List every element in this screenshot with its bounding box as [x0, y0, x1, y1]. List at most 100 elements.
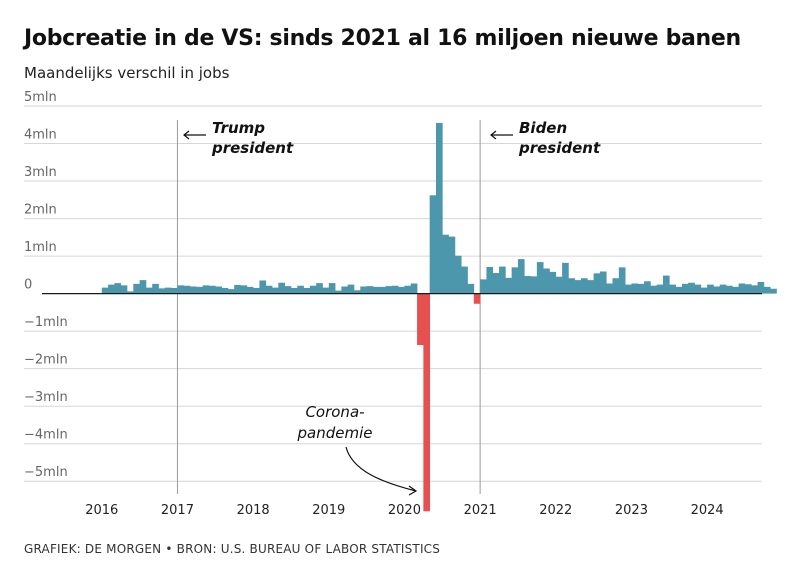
bar — [284, 286, 292, 294]
annotation-biden-line2: president — [518, 139, 601, 157]
bar — [448, 236, 456, 294]
bar — [429, 195, 437, 294]
bars — [101, 122, 777, 512]
y-tick-label: 1mln — [24, 240, 57, 255]
bar — [259, 280, 267, 294]
curved-arrow-icon — [345, 446, 418, 496]
annotation-corona: Corona- pandemie — [297, 403, 418, 496]
bar — [360, 286, 367, 294]
bar — [183, 285, 191, 294]
bar — [499, 266, 506, 294]
bar — [246, 286, 254, 294]
x-tick-label: 2022 — [539, 503, 572, 518]
x-tick-label: 2023 — [615, 503, 648, 518]
bar — [454, 255, 462, 294]
bar — [177, 285, 185, 294]
bar — [713, 286, 721, 294]
x-tick-label: 2020 — [388, 503, 421, 518]
bar — [511, 267, 519, 294]
bar — [763, 286, 771, 294]
bar — [190, 286, 197, 294]
bar — [543, 268, 550, 294]
bar — [486, 266, 494, 294]
bar — [562, 262, 569, 294]
bar — [272, 287, 279, 294]
bar — [158, 288, 166, 294]
bar — [391, 285, 399, 294]
bar — [719, 284, 727, 294]
bar — [612, 278, 620, 294]
bar — [278, 282, 285, 294]
bar — [461, 266, 468, 294]
y-tick-label: −1mln — [24, 315, 68, 330]
annotation-corona-line1: Corona- — [305, 403, 364, 421]
arrow-left-icon — [490, 130, 513, 140]
bar — [417, 293, 424, 346]
bar — [549, 271, 557, 294]
bar — [757, 281, 765, 294]
jobs-bar-chart: 5mln 4mln 3mln 2mln 1mln 0 −1mln −2mln −3mln −4ml… — [24, 90, 777, 518]
bar — [372, 286, 380, 294]
x-tick-label: 2019 — [312, 503, 345, 518]
bar — [341, 286, 349, 294]
bar — [335, 290, 342, 294]
bar — [688, 282, 695, 294]
bar — [732, 286, 739, 294]
bar — [568, 278, 576, 294]
gridlines — [24, 105, 762, 482]
bar — [120, 285, 128, 294]
y-tick-label: −5mln — [24, 465, 68, 480]
bar — [751, 285, 758, 294]
president-markers — [176, 120, 481, 494]
bar — [322, 287, 330, 294]
x-tick-label: 2016 — [85, 503, 118, 518]
bar — [303, 287, 311, 294]
bar — [171, 287, 178, 294]
bar — [366, 286, 374, 294]
bar — [202, 285, 210, 294]
bar — [316, 283, 323, 294]
bar — [555, 276, 563, 294]
y-tick-label: 4mln — [24, 128, 57, 143]
y-tick-label: 5mln — [24, 90, 57, 105]
bar — [208, 285, 216, 294]
bar — [744, 284, 752, 294]
chart-title: Jobcreatie in de VS: sinds 2021 al 16 mi… — [24, 26, 741, 51]
bar — [145, 287, 153, 294]
bar — [133, 283, 140, 294]
bar — [234, 284, 241, 294]
bar — [473, 293, 481, 304]
bar — [581, 278, 588, 294]
x-tick-label: 2017 — [161, 503, 194, 518]
bar — [587, 280, 594, 294]
y-tick-label: −2mln — [24, 353, 68, 368]
bar — [442, 234, 449, 294]
bar — [139, 280, 147, 294]
bar — [599, 271, 607, 294]
annotation-trump-line1: Trump — [212, 119, 265, 137]
bar — [127, 291, 134, 294]
bar — [265, 285, 273, 294]
y-tick-labels: 5mln 4mln 3mln 2mln 1mln 0 −1mln −2mln −3mln −4ml… — [24, 90, 68, 480]
bar — [385, 286, 393, 294]
bar — [290, 287, 298, 294]
bar — [114, 283, 122, 294]
bar — [164, 287, 172, 294]
x-tick-label: 2024 — [691, 503, 724, 518]
bar — [410, 283, 418, 294]
bar — [398, 286, 405, 294]
bar — [215, 286, 222, 294]
annotation-biden-line1: Biden — [519, 119, 567, 137]
bar — [770, 288, 777, 294]
source-credit: GRAFIEK: DE MORGEN • BRON: U.S. BUREAU O… — [24, 542, 441, 556]
bar — [524, 275, 531, 294]
bar — [662, 275, 670, 294]
bar — [505, 277, 512, 294]
bar — [637, 283, 645, 294]
bar — [435, 122, 443, 294]
y-tick-label: 2mln — [24, 203, 57, 218]
bar — [347, 284, 355, 294]
bar — [196, 286, 204, 294]
bar — [644, 281, 651, 294]
x-tick-label: 2021 — [464, 503, 497, 518]
